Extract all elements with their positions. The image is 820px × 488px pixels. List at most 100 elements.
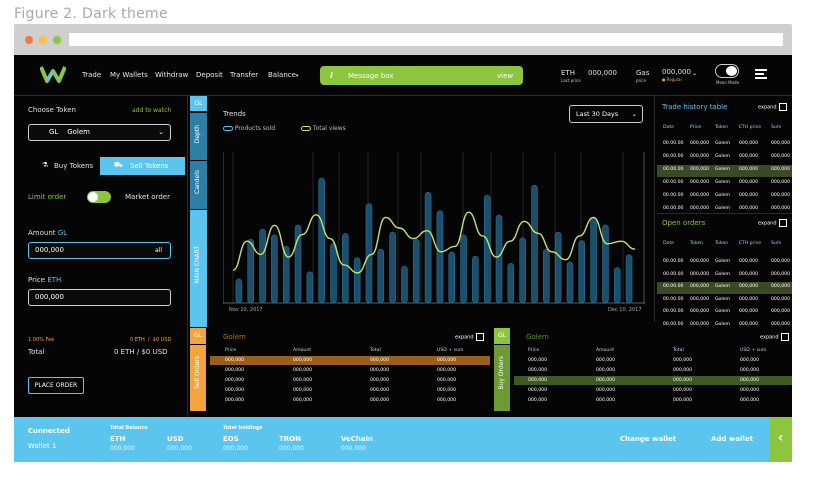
trade_history-cell: 00.00.00 xyxy=(663,154,684,159)
sell-orders-expand[interactable]: expand xyxy=(455,333,484,341)
add-wallet-button[interactable]: Add wallet xyxy=(711,435,753,443)
trade_history-cell: 000,000 xyxy=(771,180,790,185)
buy_orders-cell: 000,000 xyxy=(740,388,759,393)
buy_orders-header: Total xyxy=(673,348,684,353)
sell-orders-title: Golem xyxy=(223,333,246,341)
range-select[interactable]: Last 30 Days ⌄ xyxy=(569,105,643,123)
market-order-label: Market order xyxy=(125,193,170,201)
trade_history-cell: Golem xyxy=(715,167,730,172)
chart-tab-candels[interactable]: Candels xyxy=(190,161,207,209)
footer-bar: Connected Wallet 1 Total Balance Total h… xyxy=(14,417,792,462)
chart-bar xyxy=(578,240,586,304)
nav-trade[interactable]: Trade xyxy=(82,71,102,79)
chart-bar xyxy=(389,231,396,304)
chevron-down-icon: ⌄ xyxy=(631,110,637,118)
sell-orders-gl-tab[interactable]: GL xyxy=(190,328,206,344)
trade_history-row-highlight xyxy=(657,165,792,177)
price-input[interactable]: 000,000 xyxy=(28,289,171,306)
url-bar[interactable] xyxy=(69,33,783,46)
chart-tab-gl[interactable]: GL xyxy=(190,96,207,111)
range-select-value: Last 30 Days xyxy=(576,110,619,118)
chart-tab-main[interactable]: MAIN CHART xyxy=(190,210,207,327)
chart-bar xyxy=(531,184,538,304)
buy-tokens-label: Buy Tokens xyxy=(54,162,94,170)
left-divider xyxy=(187,96,188,417)
open_orders-cell: 00.00.00 xyxy=(663,309,684,314)
open_orders-cell: 000,000 xyxy=(739,259,758,264)
nav-deposit[interactable]: Deposit xyxy=(196,71,223,79)
holding-eos-name: EOS xyxy=(223,435,239,443)
open-orders-expand[interactable]: expand xyxy=(758,219,787,227)
add-to-watch-link[interactable]: add to watch xyxy=(132,107,172,114)
logo[interactable] xyxy=(39,64,67,84)
minimize-window-dot[interactable] xyxy=(39,36,47,44)
menu-icon[interactable] xyxy=(755,69,767,79)
chart-bar xyxy=(483,194,491,304)
eth-sub: Last price xyxy=(561,78,581,83)
close-window-dot[interactable] xyxy=(25,36,33,44)
moon-mode-toggle[interactable] xyxy=(715,64,739,78)
trade_history-header: Price xyxy=(690,125,702,130)
chart-bar xyxy=(365,203,373,304)
gas-dropdown-icon[interactable]: ⌄ xyxy=(692,70,698,77)
right-divider xyxy=(654,96,655,322)
buy_orders-cell: 000,000 xyxy=(596,398,615,403)
sell-tokens-tab[interactable]: ⛟ Sell Tokens xyxy=(100,157,185,175)
token-select[interactable]: GL Golem ⌄ xyxy=(28,124,171,141)
buy-orders-gl-tab[interactable]: GL xyxy=(494,328,510,344)
open-orders-expand-label: expand xyxy=(758,220,777,227)
buy_orders-cell: 000,000 xyxy=(596,378,615,383)
sell_orders-cell: 000,000 xyxy=(293,368,312,373)
buy-tokens-tab[interactable]: ⚗ Buy Tokens xyxy=(28,157,97,175)
collapse-footer-button[interactable]: ‹ xyxy=(769,417,792,462)
total-value: 0 ETH / $0 USD xyxy=(114,348,168,356)
balance-eth-value: 000,000 xyxy=(110,445,135,452)
open_orders-cell: 000,000 xyxy=(771,321,790,327)
open_orders-cell: 000,000 xyxy=(739,284,758,289)
message-box[interactable]: i Message box view xyxy=(320,66,523,85)
buy_orders-cell: 000,000 xyxy=(740,378,759,383)
holding-vechain-name: VeChain xyxy=(341,435,374,443)
wallet-name[interactable]: Wallet 1 xyxy=(28,442,57,450)
nav-withdraw[interactable]: Withdraw xyxy=(155,71,189,79)
app-window: Trade My Wallets Withdraw Deposit Transf… xyxy=(14,55,792,462)
message-view-link[interactable]: view xyxy=(497,72,514,80)
price-label: Price ETH xyxy=(28,276,61,284)
trade_history-header: Date xyxy=(663,125,674,130)
trade_history-cell: 000,000 xyxy=(690,193,709,198)
nav-transfer[interactable]: Transfer xyxy=(230,71,259,79)
chart-date-start: Nov 10, 2017 xyxy=(229,307,263,313)
legend-products: Products sold xyxy=(223,125,275,132)
chart-bar xyxy=(353,257,361,304)
nav-balance[interactable]: Balance▾ xyxy=(268,71,298,79)
chart-bar xyxy=(472,255,479,304)
buy-orders-tab[interactable]: Buy Orders xyxy=(494,345,510,411)
sell_orders-cell: 000,000 xyxy=(293,388,312,393)
trade_history-cell: Golem xyxy=(715,206,730,211)
change-wallet-button[interactable]: Change wallet xyxy=(620,435,677,443)
holding-eos-value: 000,000 xyxy=(223,445,248,452)
place-order-button[interactable]: PLACE ORDER xyxy=(28,377,84,394)
trade_history-cell: 00.00.00 xyxy=(663,180,684,185)
buy-orders-expand[interactable]: expand xyxy=(760,333,789,341)
amount-all-button[interactable]: all xyxy=(154,247,162,254)
trade_history-cell: 000,000 xyxy=(739,180,758,185)
order-type-toggle[interactable] xyxy=(87,191,111,203)
open_orders-cell: 000,000 xyxy=(690,321,709,327)
sell-orders-tab[interactable]: Sell Orders xyxy=(190,345,206,411)
amount-input[interactable]: 000,000 all xyxy=(28,242,171,259)
amount-unit: GL xyxy=(57,229,68,237)
limit-order-label: Limit order xyxy=(28,193,67,201)
sell_orders-row-highlight xyxy=(210,356,490,365)
fee-value: 0 ETH / $0 USD xyxy=(130,337,172,343)
chart-bar xyxy=(247,238,254,304)
trade-history-expand[interactable]: expand xyxy=(758,103,787,111)
maximize-window-dot[interactable] xyxy=(53,36,61,44)
nav-divider xyxy=(14,95,792,96)
sell_orders-cell: 000,000 xyxy=(437,378,456,383)
nav-my-wallets[interactable]: My Wallets xyxy=(110,71,148,79)
chart-bar xyxy=(436,210,444,304)
chart-tab-depth[interactable]: Depth xyxy=(190,113,207,160)
buy-orders-title: Golem xyxy=(526,333,549,341)
chart-bar xyxy=(590,217,597,304)
